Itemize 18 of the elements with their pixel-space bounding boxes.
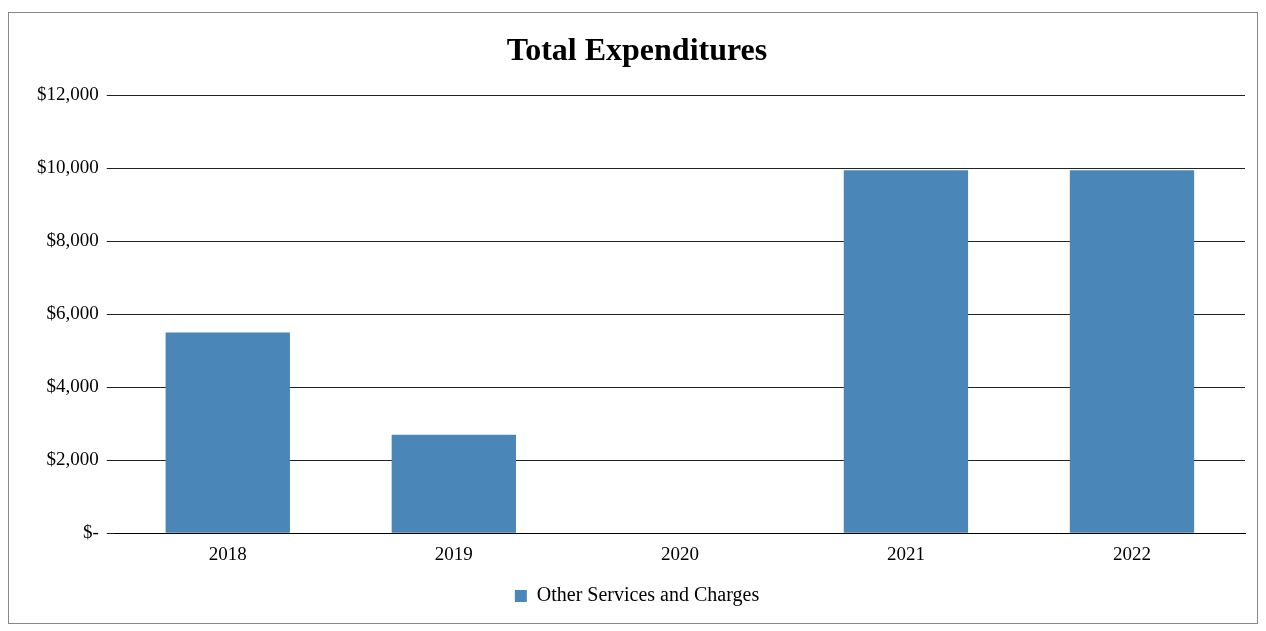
y-tick-label: $12,000 (37, 83, 99, 105)
x-tick-label: 2021 (886, 542, 925, 564)
y-tick-label: $6,000 (46, 302, 99, 324)
y-tick-label: $10,000 (37, 156, 99, 178)
y-tick-label: $4,000 (46, 375, 99, 397)
y-tick-label: $- (82, 521, 99, 543)
chart-title: Total Expenditures (506, 31, 768, 68)
bar (165, 332, 290, 533)
x-tick-label: 2020 (660, 542, 699, 564)
x-tick-label: 2022 (1112, 542, 1151, 564)
y-tick-label: $8,000 (46, 229, 99, 251)
bar (391, 434, 516, 533)
x-tick-label: 2019 (434, 542, 473, 564)
legend-label: Other Services and Charges (536, 583, 760, 607)
x-tick-label: 2018 (208, 542, 247, 564)
bar (1069, 170, 1195, 533)
y-tick-label: $2,000 (46, 448, 99, 470)
bar (843, 170, 969, 533)
